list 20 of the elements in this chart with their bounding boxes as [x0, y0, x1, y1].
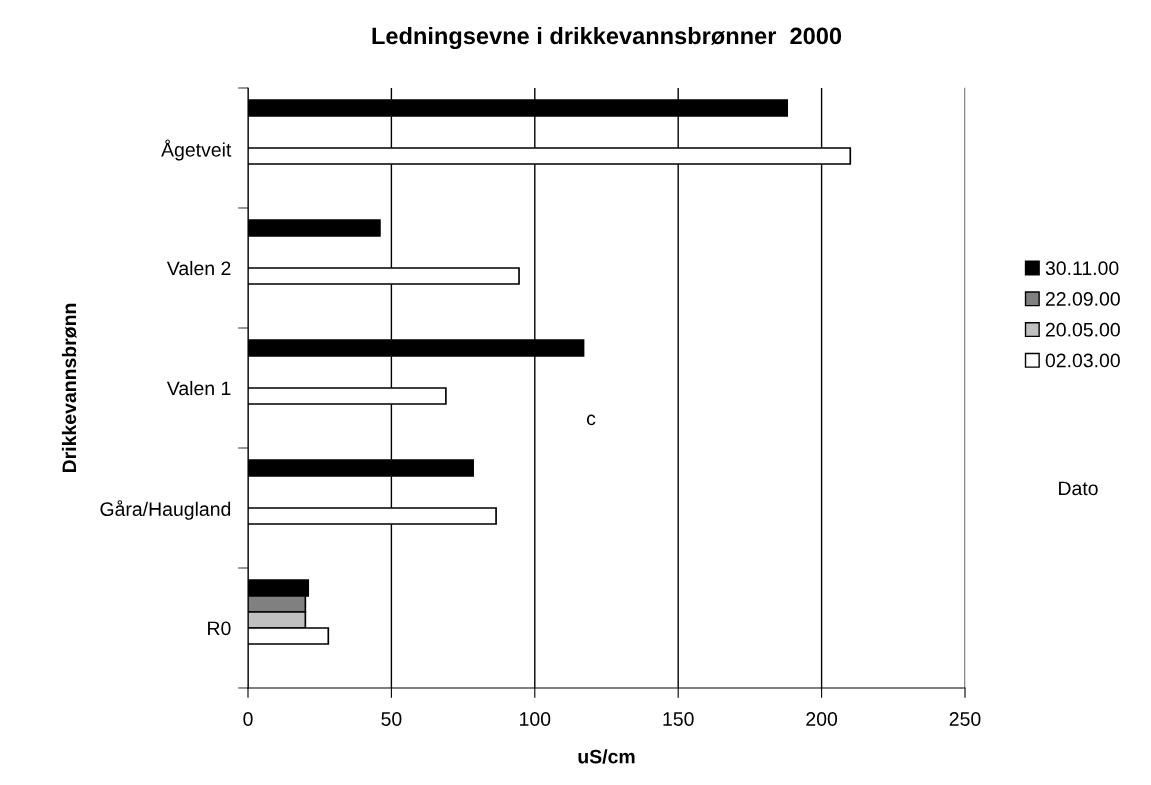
y-tick-label: Gåra/Haugland	[100, 500, 231, 520]
y-axis-title: Drikkevannsbrønn	[61, 303, 77, 473]
x-tick-label: 200	[806, 712, 838, 726]
y-tick-label: Valen 1	[166, 380, 231, 396]
legend-label: 02.03.00	[1045, 353, 1120, 368]
x-tick-label: 250	[949, 712, 981, 726]
legend-label: 22.09.00	[1045, 292, 1120, 306]
x-axis-title: uS/cm	[578, 749, 635, 764]
chart-title: Ledningsevne i drikkevannsbrønner 2000	[372, 26, 842, 50]
x-tick-label: 100	[520, 712, 551, 726]
annotation: c	[586, 414, 596, 426]
x-tick-label: 0	[243, 712, 253, 726]
y-tick-label: R0	[208, 621, 231, 636]
legend-title: Dato	[1059, 481, 1098, 496]
y-tick-label: Valen 2	[166, 260, 231, 276]
x-tick-label: 50	[381, 712, 402, 726]
legend-label: 20.05.00	[1045, 322, 1120, 337]
legend-label: 30.11.00	[1045, 261, 1119, 276]
y-tick-label: Ågetveit	[161, 139, 232, 161]
x-tick-label: 150	[663, 712, 694, 726]
